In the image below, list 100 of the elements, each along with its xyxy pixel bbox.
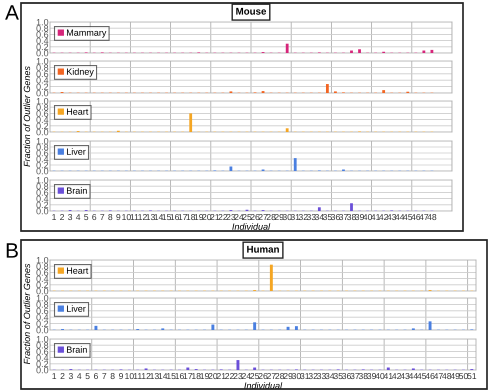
y-tick-label: 0.4 — [36, 276, 48, 282]
x-tick-label: 16 — [175, 373, 184, 380]
x-tick-label: 26 — [258, 373, 268, 380]
x-tick-label: 33 — [317, 373, 326, 380]
x-tick-label: 6 — [92, 214, 96, 220]
x-tick-label: 47 — [419, 214, 428, 220]
y-tick-label: 0.2 — [36, 44, 48, 50]
y-tick-label: 0.6 — [36, 70, 48, 78]
x-tick-label: 27 — [267, 373, 276, 380]
x-tick-label: 5 — [84, 214, 88, 220]
x-tick-label: 10 — [122, 214, 131, 220]
x-tick-label: 22 — [225, 373, 234, 380]
x-tick-label: 9 — [116, 214, 120, 220]
x-tick-label: 44 — [408, 373, 418, 380]
x-tick-label: 38 — [347, 214, 356, 220]
x-tick-label: 30 — [282, 214, 292, 220]
x-tick-label: 40 — [375, 373, 384, 380]
x-tick-label: 36 — [342, 373, 351, 380]
x-tick-label: 34 — [314, 214, 324, 220]
x-tick-label: 25 — [242, 214, 252, 220]
y-tick-label: 0.4 — [36, 354, 48, 361]
y-tick-label: 0.0 — [36, 168, 48, 174]
chart-title: Mouse — [236, 8, 266, 15]
bar — [229, 166, 232, 171]
x-axis-title: Individual — [244, 382, 282, 389]
y-tick-label: 1.0 — [36, 176, 48, 184]
x-tick-label: 12 — [138, 214, 147, 220]
x-tick-label: 11 — [134, 373, 142, 380]
x-tick-label: 32 — [308, 373, 318, 380]
x-tick-label: 2 — [60, 373, 64, 380]
y-tick-label: 0.0 — [36, 128, 48, 136]
x-tick-label: 39 — [355, 214, 364, 220]
x-tick-label: 4 — [76, 214, 80, 220]
x-tick-label: 14 — [158, 373, 168, 380]
x-tick-label: 48 — [427, 214, 436, 220]
x-tick-label: 27 — [258, 214, 268, 220]
bar — [382, 90, 386, 93]
bar — [236, 360, 240, 370]
x-tick-label: 11 — [130, 214, 138, 220]
bar — [286, 326, 290, 330]
y-tick-label: 0.0 — [36, 366, 48, 374]
x-tick-label: 25 — [250, 373, 260, 380]
x-tick-label: 31 — [300, 373, 310, 380]
y-tick-label: 1.0 — [36, 98, 48, 104]
x-tick-label: 20 — [208, 373, 218, 380]
x-tick-label: 17 — [178, 214, 188, 220]
bar — [94, 326, 98, 330]
bar — [294, 326, 298, 330]
x-tick-label: 18 — [186, 214, 196, 220]
x-tick-label: 13 — [146, 214, 155, 220]
y-tick-label: 0.6 — [36, 150, 48, 156]
x-tick-label: 19 — [200, 373, 209, 380]
x-tick-label: 24 — [242, 373, 251, 380]
y-tick-label: 1.0 — [36, 256, 48, 264]
x-tick-label: 40 — [362, 214, 372, 220]
x-tick-label: 21 — [216, 373, 226, 380]
x-tick-label: 26 — [250, 214, 260, 220]
y-tick-label: 0.6 — [36, 348, 48, 355]
bar — [286, 44, 289, 53]
x-tick-label: 13 — [150, 373, 159, 380]
y-tick-label: 0.2 — [36, 320, 48, 327]
y-tick-label: 1.0 — [36, 58, 48, 64]
x-tick-label: 23 — [234, 373, 242, 380]
x-tick-label: 49 — [450, 373, 460, 380]
x-tick-label: 29 — [274, 214, 284, 220]
y-tick-label: 0.8 — [36, 144, 48, 150]
y-tick-label: 0.2 — [36, 122, 48, 130]
x-tick-label: 9 — [119, 373, 123, 380]
x-tick-label: 50 — [459, 373, 468, 380]
x-tick-label: 1 — [52, 373, 56, 380]
x-tick-label: 20 — [202, 214, 212, 220]
x-tick-label: 35 — [334, 373, 343, 380]
chart-title: Human — [247, 246, 279, 253]
x-tick-label: 4 — [77, 373, 82, 380]
y-tick-label: 0.2 — [36, 360, 48, 368]
x-tick-label: 44 — [395, 214, 404, 220]
x-tick-label: 48 — [442, 373, 452, 380]
bar — [270, 264, 273, 291]
x-tick-label: 23 — [226, 214, 236, 220]
y-tick-label: 0.0 — [36, 50, 48, 56]
x-tick-label: 37 — [350, 373, 360, 380]
x-tick-label: 12 — [142, 373, 150, 380]
legend-label: Heart — [66, 268, 88, 274]
x-tick-label: 8 — [110, 373, 115, 380]
x-tick-label: 41 — [371, 214, 380, 220]
bar — [211, 324, 214, 330]
x-tick-label: 10 — [125, 373, 134, 380]
y-tick-label: 0.8 — [36, 263, 48, 270]
y-tick-label: 0.4 — [36, 156, 48, 162]
y-tick-label: 0.0 — [36, 208, 48, 214]
x-tick-label: 8 — [108, 214, 112, 220]
y-tick-label: 0.2 — [36, 84, 48, 90]
x-tick-label: 6 — [94, 373, 98, 380]
y-tick-label: 0.8 — [36, 25, 48, 32]
x-tick-label: 17 — [184, 373, 192, 380]
y-tick-label: 0.4 — [36, 116, 48, 123]
y-tick-label: 0.0 — [36, 326, 48, 334]
x-tick-label: 43 — [387, 214, 396, 220]
legend-label: Liver — [66, 148, 86, 155]
x-tick-label: 45 — [403, 214, 412, 220]
